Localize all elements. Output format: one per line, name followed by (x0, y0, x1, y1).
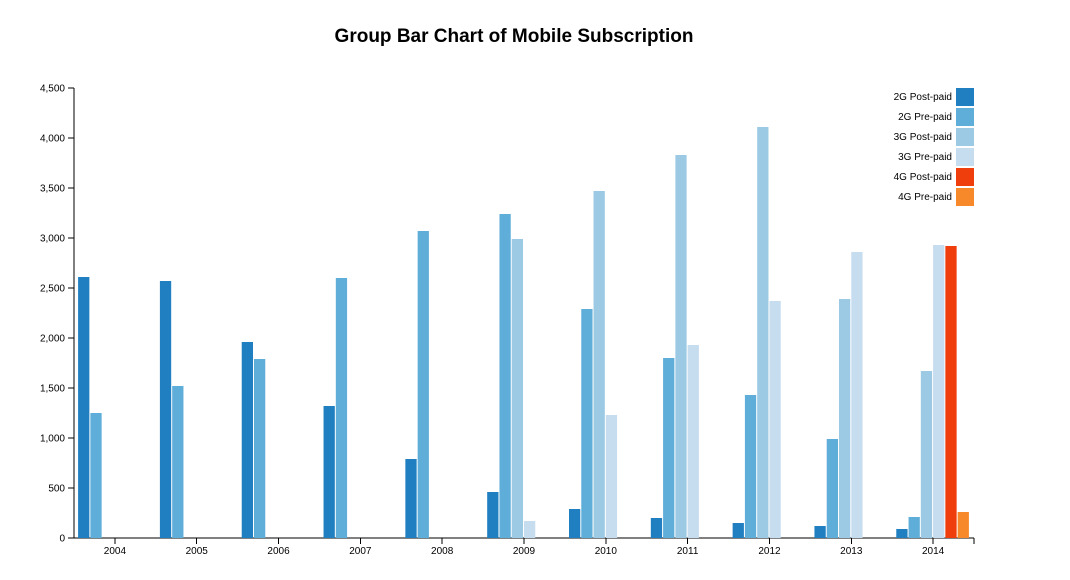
bar-2g-pre-paid-2013 (826, 439, 838, 538)
bar-2g-post-paid-2007 (323, 406, 335, 538)
bar-2g-post-paid-2012 (732, 523, 744, 538)
y-tick-label: 4,500 (40, 84, 65, 95)
x-tick-label: 2004 (104, 546, 127, 557)
bar-2g-pre-paid-2009 (499, 214, 511, 538)
x-tick-label: 2014 (922, 546, 945, 557)
legend-swatch (956, 108, 974, 126)
x-tick-label: 2005 (186, 546, 209, 557)
y-tick-label: 3,500 (40, 184, 65, 195)
legend-swatch (956, 88, 974, 106)
bar-2g-post-paid-2004 (78, 277, 90, 538)
chart-title: Group Bar Chart of Mobile Subscription (334, 26, 694, 47)
bar-2g-post-paid-2009 (487, 492, 499, 538)
bar-2g-pre-paid-2011 (663, 358, 675, 538)
y-tick-label: 4,000 (40, 134, 65, 145)
bar-3g-pre-paid-2010 (605, 415, 618, 538)
bar-2g-pre-paid-2004 (90, 413, 102, 538)
bar-2g-post-paid-2008 (405, 459, 417, 538)
x-tick-label: 2013 (840, 546, 863, 557)
bar-2g-pre-paid-2010 (581, 309, 593, 538)
x-tick-label: 2008 (431, 546, 454, 557)
legend-label: 2G Post-paid (894, 92, 952, 103)
bar-3g-pre-paid-2014 (933, 245, 945, 538)
y-tick-label: 1,000 (40, 434, 65, 445)
bar-2g-post-paid-2011 (650, 518, 663, 538)
legend-swatch (956, 188, 974, 206)
bar-2g-pre-paid-2012 (744, 395, 757, 538)
bar-3g-pre-paid-2013 (851, 252, 863, 538)
legend-label: 3G Post-paid (894, 132, 952, 143)
y-tick-label: 0 (59, 534, 65, 545)
x-tick-label: 2009 (513, 546, 536, 557)
x-tick-label: 2011 (677, 546, 699, 557)
bar-2g-post-paid-2010 (569, 509, 581, 538)
bar-3g-post-paid-2011 (675, 155, 687, 538)
y-tick-label: 3,000 (40, 234, 65, 245)
bar-2g-pre-paid-2006 (254, 359, 266, 538)
legend-label: 3G Pre-paid (898, 152, 952, 163)
bar-3g-post-paid-2013 (839, 299, 851, 538)
bar-3g-pre-paid-2009 (524, 521, 536, 538)
bar-2g-post-paid-2006 (241, 342, 253, 538)
bar-3g-pre-paid-2011 (687, 345, 699, 538)
bar-2g-pre-paid-2005 (172, 386, 184, 538)
bar-3g-post-paid-2012 (757, 127, 769, 538)
y-tick-label: 2,000 (40, 334, 65, 345)
bar-4g-post-paid-2014 (945, 246, 957, 538)
bar-3g-pre-paid-2012 (769, 301, 781, 538)
bar-2g-pre-paid-2008 (417, 231, 429, 538)
y-tick-label: 500 (48, 484, 65, 495)
bar-2g-post-paid-2014 (896, 529, 908, 538)
legend-label: 4G Pre-paid (898, 192, 952, 203)
bar-3g-post-paid-2014 (920, 371, 933, 538)
legend-label: 4G Post-paid (894, 172, 952, 183)
legend-swatch (956, 168, 974, 186)
bar-2g-post-paid-2005 (159, 281, 172, 538)
bar-2g-pre-paid-2007 (335, 278, 348, 538)
legend-swatch (956, 148, 974, 166)
legend-label: 2G Pre-paid (898, 112, 952, 123)
x-tick-label: 2010 (595, 546, 618, 557)
x-tick-label: 2006 (267, 546, 290, 557)
y-tick-label: 1,500 (40, 384, 65, 395)
bar-3g-post-paid-2009 (511, 239, 523, 538)
x-tick-label: 2012 (758, 546, 781, 557)
legend-swatch (956, 128, 974, 146)
bar-3g-post-paid-2010 (593, 191, 605, 538)
bar-2g-post-paid-2013 (814, 526, 826, 538)
bar-2g-pre-paid-2014 (908, 517, 920, 538)
x-tick-label: 2007 (349, 546, 372, 557)
y-tick-label: 2,500 (40, 284, 65, 295)
bar-4g-pre-paid-2014 (957, 512, 969, 538)
